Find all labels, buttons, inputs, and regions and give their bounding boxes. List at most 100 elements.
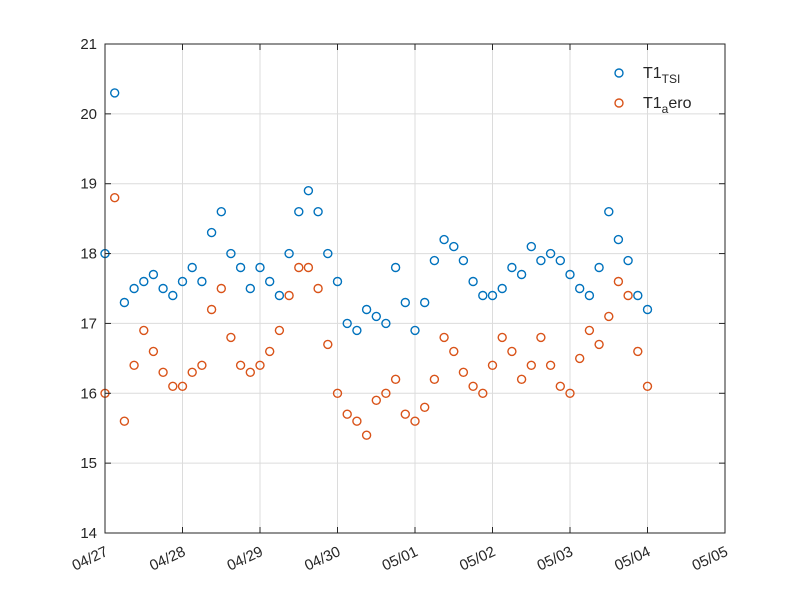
data-point-aero [478,388,488,398]
data-point-aero [623,290,633,301]
data-point-aero [139,325,149,336]
data-point-tsi [168,290,178,301]
data-point-tsi [245,283,256,294]
data-point-aero [458,367,469,377]
data-point-tsi [565,269,575,280]
data-point-tsi [371,311,381,322]
data-point-aero [294,262,304,273]
data-point-aero [187,367,197,377]
data-point-aero [507,346,517,357]
y-tick-label: 15 [80,455,97,472]
data-point-tsi [604,206,614,217]
data-point-aero [555,381,565,391]
data-point-aero [575,353,585,364]
data-point-aero [206,304,217,315]
data-point-aero [565,388,575,398]
data-point-tsi [381,318,391,329]
data-point-tsi [323,248,333,259]
legend-label-aero: T1aero [643,95,692,116]
data-point-aero [449,346,459,357]
data-point-aero [536,332,546,343]
data-point-tsi [449,241,459,252]
y-tick-label: 18 [80,246,97,263]
x-tick-label: 04/28 [147,543,188,574]
x-tick-label: 05/04 [612,543,653,574]
data-point-tsi [487,290,498,301]
y-tick-label: 16 [80,385,97,402]
data-point-tsi [294,206,304,217]
data-point-tsi [507,262,517,273]
data-point-tsi [197,276,207,287]
data-point-aero [265,346,275,357]
y-tick-label: 14 [80,525,97,542]
data-point-tsi [303,185,314,196]
data-point-tsi [516,269,527,280]
x-tick-label: 05/01 [379,543,420,574]
data-point-aero [197,360,207,370]
x-tick-label: 04/30 [302,543,343,574]
data-point-tsi [255,262,265,273]
data-point-tsi [109,88,120,98]
data-point-aero [584,325,595,336]
data-point-tsi [623,255,633,266]
data-point-tsi [497,283,507,294]
data-point-aero [274,325,285,336]
data-point-tsi [352,325,362,336]
data-point-aero [516,374,527,384]
data-points [100,88,653,440]
data-point-aero [216,283,227,294]
data-point-aero [168,381,178,391]
data-point-tsi [129,283,139,294]
data-point-tsi [187,262,197,273]
data-point-tsi [468,276,478,287]
data-point-aero [226,332,236,343]
data-point-tsi [332,276,343,287]
data-point-tsi [584,290,595,301]
data-point-aero [604,311,614,322]
data-point-aero [323,339,333,350]
legend-label-base: T1 [643,65,662,82]
data-point-aero [158,367,168,377]
x-tick-label: 04/27 [69,543,110,574]
data-point-tsi [545,248,556,259]
data-point-aero [429,374,440,384]
series-aero [100,192,653,440]
data-point-aero [342,409,352,419]
data-point-tsi [235,262,246,273]
data-point-aero [245,367,256,377]
y-tick-label: 17 [80,315,97,332]
series-tsi [100,88,653,336]
data-point-tsi [206,227,217,238]
data-point-tsi [139,276,149,287]
data-point-tsi [177,276,188,287]
data-point-aero [148,346,159,357]
data-point-aero [545,360,556,370]
legend: T1TSI T1aero [614,65,692,116]
data-point-aero [390,374,401,384]
data-point-tsi [526,241,536,252]
data-point-aero [109,192,120,203]
legend-label-subscript: TSI [662,72,681,86]
data-point-tsi [265,276,275,287]
data-point-tsi [429,255,440,266]
data-point-aero [381,388,391,398]
data-point-aero [371,395,381,405]
data-point-tsi [594,262,604,273]
data-point-tsi [158,283,168,294]
data-point-aero [400,409,410,419]
data-point-aero [487,360,498,370]
x-tick-label: 05/03 [534,543,575,574]
legend-label-tail: ero [668,95,691,112]
data-point-aero [633,346,643,357]
y-tick-label: 19 [80,176,97,193]
y-tick-label: 21 [80,36,97,53]
data-point-tsi [119,297,130,308]
x-tick-label: 05/05 [689,543,730,574]
y-axis: 14 15 16 17 18 19 20 21 [80,36,725,542]
data-point-aero [284,290,294,301]
grid-lines [105,44,725,533]
data-point-tsi [284,248,294,259]
y-tick-label: 20 [80,106,97,123]
data-point-tsi [575,283,585,294]
